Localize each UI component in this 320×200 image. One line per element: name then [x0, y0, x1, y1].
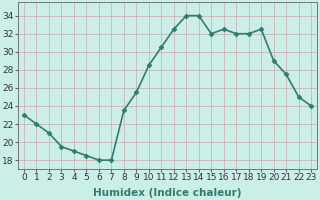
X-axis label: Humidex (Indice chaleur): Humidex (Indice chaleur) [93, 188, 242, 198]
